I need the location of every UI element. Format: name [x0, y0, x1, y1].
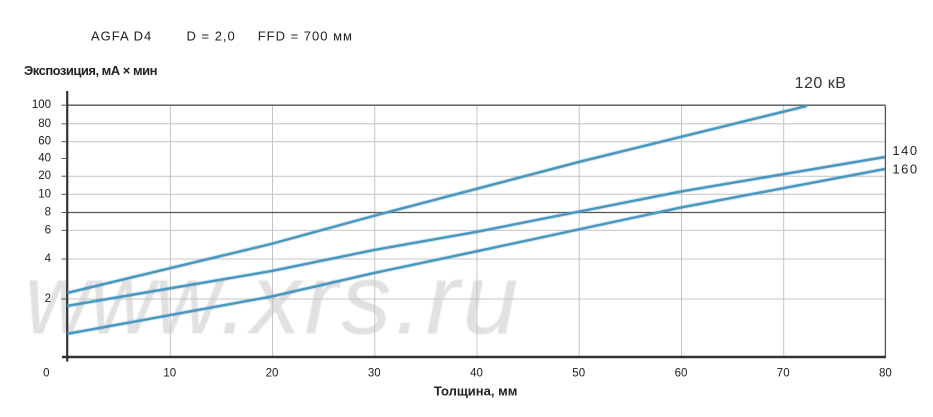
svg-text:Толщина, мм: Толщина, мм — [434, 383, 518, 398]
svg-text:Экспозиция, мА × мин: Экспозиция, мА × мин — [24, 63, 157, 78]
svg-text:160: 160 — [892, 162, 918, 177]
svg-text:20: 20 — [38, 170, 51, 182]
svg-text:70: 70 — [777, 368, 790, 380]
svg-text:100: 100 — [32, 99, 51, 111]
svg-text:120 кВ: 120 кВ — [795, 75, 847, 92]
svg-text:AGFA D4: AGFA D4 — [91, 29, 152, 44]
svg-text:60: 60 — [675, 368, 688, 380]
svg-text:50: 50 — [572, 368, 585, 380]
svg-text:8: 8 — [45, 207, 51, 219]
svg-text:80: 80 — [879, 368, 892, 380]
svg-text:80: 80 — [38, 118, 51, 130]
svg-text:140: 140 — [892, 143, 918, 158]
svg-text:10: 10 — [38, 188, 51, 200]
svg-text:2: 2 — [45, 293, 51, 305]
svg-text:60: 60 — [38, 136, 51, 148]
svg-text:FFD = 700 мм: FFD = 700 мм — [258, 29, 353, 44]
svg-text:40: 40 — [38, 153, 51, 165]
svg-text:6: 6 — [45, 224, 51, 236]
svg-text:4: 4 — [45, 253, 52, 265]
svg-text:10: 10 — [163, 368, 176, 380]
svg-text:20: 20 — [266, 368, 279, 380]
svg-text:40: 40 — [470, 368, 483, 380]
svg-text:D = 2,0: D = 2,0 — [187, 29, 236, 44]
svg-text:0: 0 — [43, 368, 49, 380]
svg-text:30: 30 — [368, 368, 381, 380]
